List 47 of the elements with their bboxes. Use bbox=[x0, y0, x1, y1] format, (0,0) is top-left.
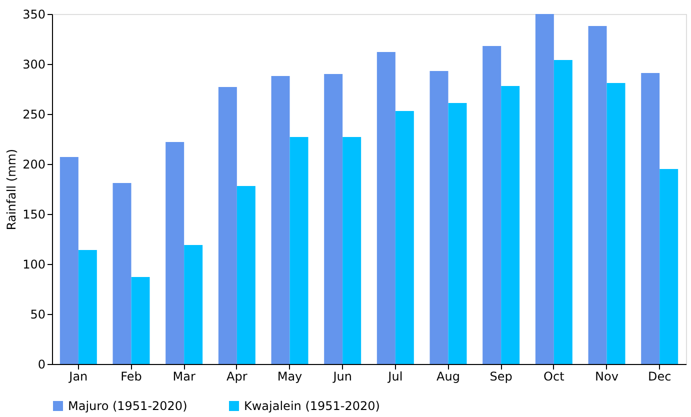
bar bbox=[60, 157, 78, 364]
y-tick-label: 50 bbox=[30, 308, 46, 322]
y-tick-label: 350 bbox=[22, 8, 46, 22]
x-tick-label: Apr bbox=[226, 370, 248, 384]
bar bbox=[376, 52, 396, 364]
bar bbox=[342, 137, 362, 364]
bar bbox=[430, 71, 448, 364]
bar bbox=[482, 46, 502, 364]
bar bbox=[166, 142, 184, 364]
x-tick-label: Jun bbox=[332, 370, 352, 384]
bar bbox=[448, 103, 467, 364]
x-tick-label: Sep bbox=[490, 370, 512, 384]
bar bbox=[641, 73, 660, 364]
bar bbox=[588, 26, 607, 364]
x-tick-label: May bbox=[277, 370, 302, 384]
bar bbox=[78, 250, 97, 364]
bar bbox=[271, 76, 290, 364]
legend-label: Kwajalein (1951-2020) bbox=[244, 399, 380, 413]
y-tick-label: 250 bbox=[22, 108, 46, 122]
bar bbox=[395, 111, 414, 364]
bar bbox=[131, 277, 150, 364]
bar bbox=[606, 83, 626, 364]
bar bbox=[554, 60, 572, 364]
y-tick-label: 200 bbox=[22, 158, 46, 172]
x-tick-label: Nov bbox=[595, 370, 618, 384]
y-tick-label: 0 bbox=[38, 358, 46, 372]
y-tick-label: 150 bbox=[22, 208, 46, 222]
bar bbox=[290, 137, 308, 364]
bar bbox=[324, 74, 343, 364]
bar bbox=[236, 186, 256, 364]
x-tick-label: Jul bbox=[387, 370, 403, 384]
x-tick-label: Dec bbox=[648, 370, 672, 384]
bar bbox=[112, 183, 132, 364]
y-tick-label: 300 bbox=[22, 58, 46, 72]
y-axis-title: Rainfall (mm) bbox=[4, 148, 19, 230]
bar bbox=[501, 86, 520, 364]
legend-label: Majuro (1951-2020) bbox=[68, 399, 188, 413]
bar bbox=[660, 169, 678, 364]
x-tick-label: Aug bbox=[436, 370, 460, 384]
x-tick-label: Feb bbox=[120, 370, 142, 384]
bar bbox=[184, 245, 203, 364]
y-tick-label: 100 bbox=[22, 258, 46, 272]
bar bbox=[218, 87, 237, 364]
x-tick-label: Oct bbox=[544, 370, 565, 384]
x-tick-label: Mar bbox=[172, 370, 196, 384]
x-tick-label: Jan bbox=[68, 370, 88, 384]
bar bbox=[535, 14, 554, 364]
